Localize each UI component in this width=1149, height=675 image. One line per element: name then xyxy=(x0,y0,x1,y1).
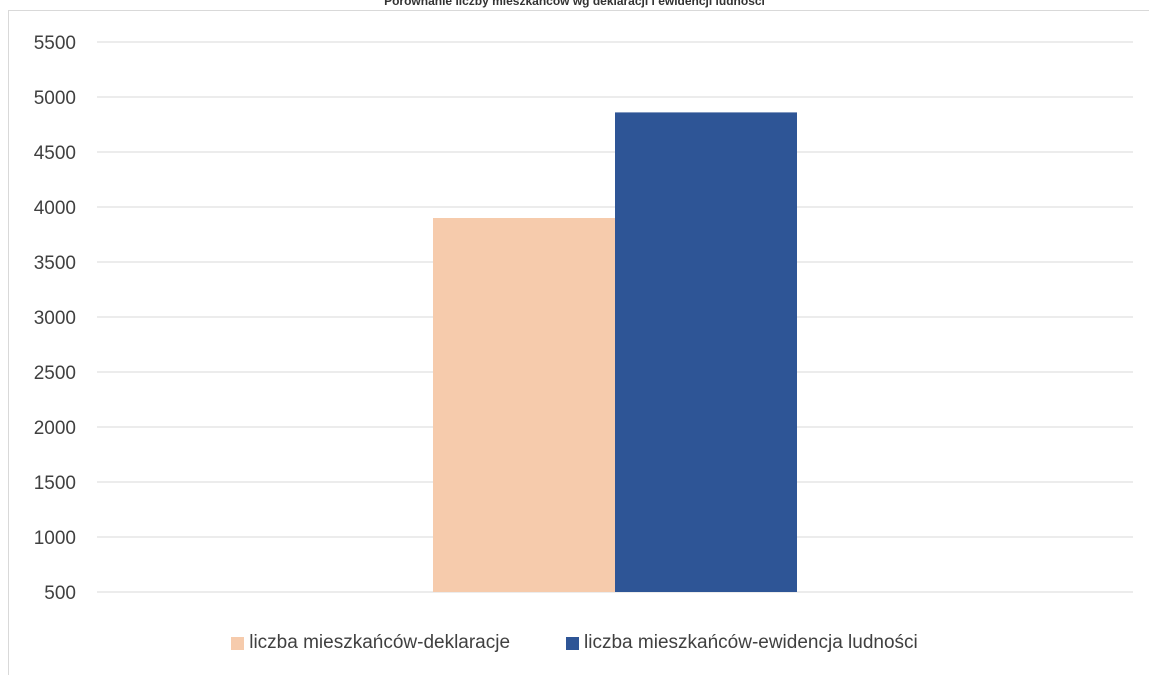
y-tick-label: 3000 xyxy=(34,308,76,329)
legend-label: liczba mieszkańców-deklaracje xyxy=(249,632,511,653)
legend: liczba mieszkańców-deklaracje liczba mies… xyxy=(0,632,1149,654)
bar-ewidencja-ludnosci xyxy=(615,112,797,593)
y-tick-label: 500 xyxy=(44,583,76,604)
y-tick-label: 5500 xyxy=(34,33,76,54)
bar-deklaracje xyxy=(433,218,615,592)
legend-entry: liczba mieszkańców-deklaracje xyxy=(231,632,510,654)
legend-entry: liczba mieszkańców-ewidencja ludności xyxy=(566,632,918,654)
y-tick-label: 5000 xyxy=(34,88,76,109)
y-tick-label: 2000 xyxy=(34,418,76,439)
legend-swatch xyxy=(566,636,580,650)
y-tick-label: 3500 xyxy=(34,253,76,274)
y-tick-label: 2500 xyxy=(34,363,76,384)
legend-swatch xyxy=(231,636,245,650)
y-tick-label: 1000 xyxy=(34,528,76,549)
legend-label: liczba mieszkańców-ewidencja ludności xyxy=(584,632,918,653)
chart-frame xyxy=(8,10,1149,675)
y-tick-label: 1500 xyxy=(34,473,76,494)
y-tick-label: 4000 xyxy=(34,198,76,219)
chart-title: Porównanie liczby mieszkańców wg deklara… xyxy=(384,0,765,8)
y-tick-label: 4500 xyxy=(34,143,76,164)
